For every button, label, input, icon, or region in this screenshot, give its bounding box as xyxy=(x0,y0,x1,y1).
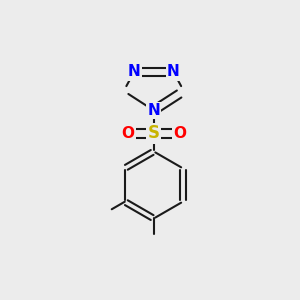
Text: O: O xyxy=(122,126,134,141)
Text: S: S xyxy=(148,124,160,142)
Text: N: N xyxy=(167,64,180,79)
Text: N: N xyxy=(147,103,160,118)
Text: N: N xyxy=(128,64,140,79)
Text: O: O xyxy=(173,126,186,141)
